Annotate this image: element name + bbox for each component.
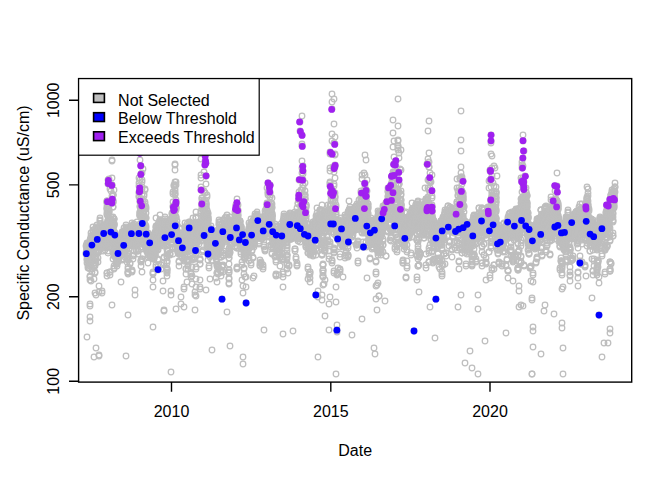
svg-text:Not Selected: Not Selected xyxy=(118,92,210,109)
svg-text:Exceeds Threshold: Exceeds Threshold xyxy=(118,129,255,146)
svg-text:1000: 1000 xyxy=(45,82,62,118)
svg-text:Specific Conductance (uS/cm): Specific Conductance (uS/cm) xyxy=(15,105,32,320)
svg-text:2020: 2020 xyxy=(472,403,508,420)
svg-text:Date: Date xyxy=(338,442,372,459)
svg-text:200: 200 xyxy=(45,283,62,310)
svg-text:2010: 2010 xyxy=(154,403,190,420)
svg-text:100: 100 xyxy=(45,368,62,395)
svg-text:2015: 2015 xyxy=(313,403,349,420)
svg-text:500: 500 xyxy=(45,171,62,198)
svg-text:Below Threshold: Below Threshold xyxy=(118,110,237,127)
